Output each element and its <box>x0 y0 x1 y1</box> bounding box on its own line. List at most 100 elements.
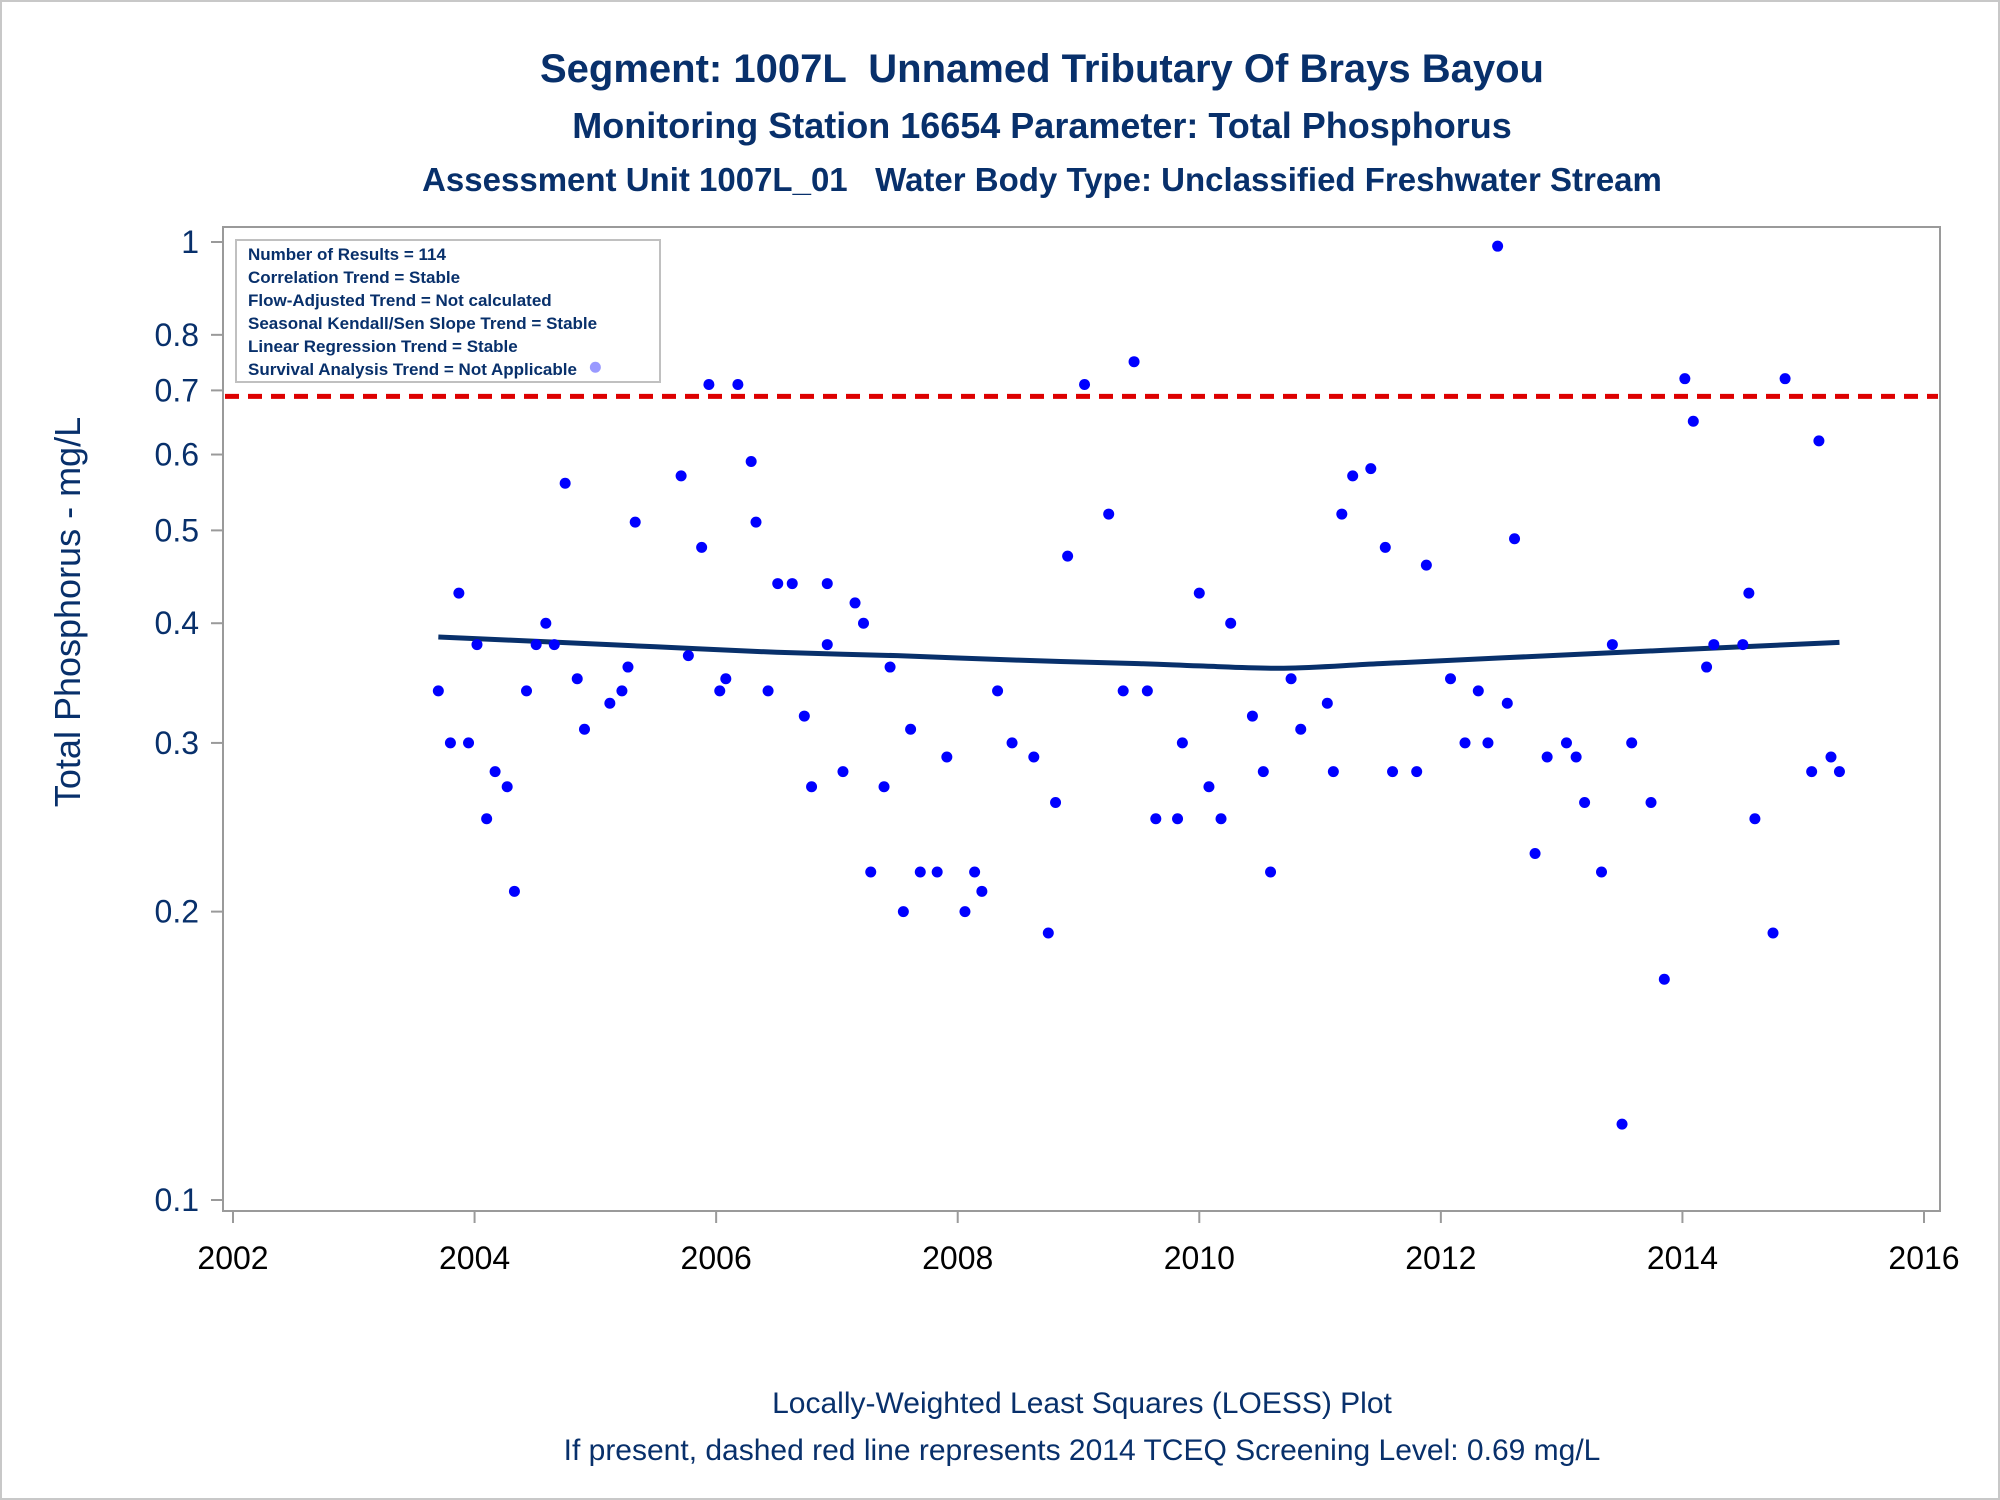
data-point <box>1172 813 1184 825</box>
data-point <box>959 906 971 918</box>
data-point <box>1050 796 1062 808</box>
data-point <box>1560 737 1572 749</box>
data-point <box>675 470 687 482</box>
data-point <box>1445 673 1457 685</box>
data-point <box>1327 766 1339 778</box>
data-point <box>559 477 571 489</box>
data-point <box>798 710 810 722</box>
data-point <box>1117 685 1129 697</box>
data-point <box>508 885 520 897</box>
data-point <box>1285 673 1297 685</box>
data-point <box>745 456 757 468</box>
data-point <box>1606 639 1618 651</box>
data-point <box>1749 813 1761 825</box>
data-point <box>865 866 877 878</box>
stats-line: Survival Analysis Trend = Not Applicable <box>248 360 577 379</box>
stats-box-border <box>235 239 661 383</box>
data-point <box>521 685 533 697</box>
y-tick-label: 0.7 <box>155 372 199 408</box>
data-point <box>821 578 833 590</box>
data-point <box>1708 639 1720 651</box>
data-point <box>992 685 1004 697</box>
data-point <box>1193 587 1205 599</box>
data-point <box>786 578 798 590</box>
data-point <box>453 587 465 599</box>
data-point <box>1246 710 1258 722</box>
data-point <box>501 781 513 793</box>
data-point <box>849 597 861 609</box>
data-point <box>540 617 552 629</box>
data-point <box>858 617 870 629</box>
data-point <box>1365 463 1377 475</box>
plot-area <box>222 226 1941 1212</box>
x-tick-label: 2006 <box>681 1240 752 1276</box>
x-tick-label: 2016 <box>1888 1240 1959 1276</box>
footnote-loess: Locally-Weighted Least Squares (LOESS) P… <box>772 1387 1392 1420</box>
stats-line: Linear Regression Trend = Stable <box>248 337 518 356</box>
data-point <box>821 639 833 651</box>
data-point <box>481 813 493 825</box>
data-point <box>1596 866 1608 878</box>
data-point <box>806 781 818 793</box>
data-point <box>1079 378 1091 390</box>
y-tick-label: 0.5 <box>155 512 199 548</box>
data-point <box>1645 796 1657 808</box>
data-point <box>1379 541 1391 553</box>
y-tick-label: 0.1 <box>155 1182 199 1218</box>
footnote-screening: If present, dashed red line represents 2… <box>564 1434 1601 1467</box>
data-point <box>1387 766 1399 778</box>
data-point <box>1472 685 1484 697</box>
data-point <box>1215 813 1227 825</box>
data-point <box>1779 373 1791 385</box>
data-point <box>931 866 943 878</box>
chart-subtitle: Monitoring Station 16654 Parameter: Tota… <box>572 105 1511 146</box>
data-point <box>732 378 744 390</box>
stats-line: Number of Results = 114 <box>248 245 446 264</box>
data-point <box>696 541 708 553</box>
data-point <box>1813 435 1825 447</box>
data-point <box>720 673 732 685</box>
y-axis-label: Total Phosphorus - mg/L <box>47 417 88 807</box>
y-tick-label: 0.3 <box>155 725 199 761</box>
y-axis: 0.1 0.2 0.3 0.4 0.5 0.6 0.7 0.8 1 <box>155 224 223 1218</box>
data-point <box>1347 470 1359 482</box>
x-tick-label: 2002 <box>197 1240 268 1276</box>
stats-line: Flow-Adjusted Trend = Not calculated <box>248 291 552 310</box>
data-point <box>837 766 849 778</box>
data-point <box>1658 973 1670 985</box>
data-point <box>1541 751 1553 763</box>
data-point <box>1579 796 1591 808</box>
data-point <box>682 650 694 662</box>
y-tick-label: 0.4 <box>155 605 199 641</box>
data-point <box>1529 847 1541 859</box>
data-point <box>969 866 981 878</box>
data-point <box>471 639 483 651</box>
data-point <box>1570 751 1582 763</box>
loess-line <box>438 634 1840 671</box>
data-point <box>1411 766 1423 778</box>
data-point <box>530 639 542 651</box>
data-point <box>622 661 634 673</box>
data-point <box>1701 661 1713 673</box>
y-tick-label: 0.2 <box>155 894 199 930</box>
stats-line: Seasonal Kendall/Sen Slope Trend = Stabl… <box>248 314 597 333</box>
data-point <box>1336 508 1348 520</box>
data-point <box>1265 866 1277 878</box>
data-point <box>1257 766 1269 778</box>
data-point <box>548 639 560 651</box>
data-point <box>1128 356 1140 368</box>
stats-box: Number of Results = 114 Correlation Tren… <box>235 239 661 383</box>
data-point <box>578 723 590 735</box>
data-point <box>1626 737 1638 749</box>
stats-line: Correlation Trend = Stable <box>248 268 460 287</box>
data-point <box>762 685 774 697</box>
data-point <box>941 751 953 763</box>
data-point <box>1687 415 1699 427</box>
chart-title: Segment: 1007L Unnamed Tributary Of Bray… <box>540 47 1544 91</box>
y-tick-label: 0.6 <box>155 437 199 473</box>
x-tick-label: 2010 <box>1164 1240 1235 1276</box>
x-tick-label: 2004 <box>439 1240 510 1276</box>
data-point <box>489 766 501 778</box>
data-point <box>1679 373 1691 385</box>
